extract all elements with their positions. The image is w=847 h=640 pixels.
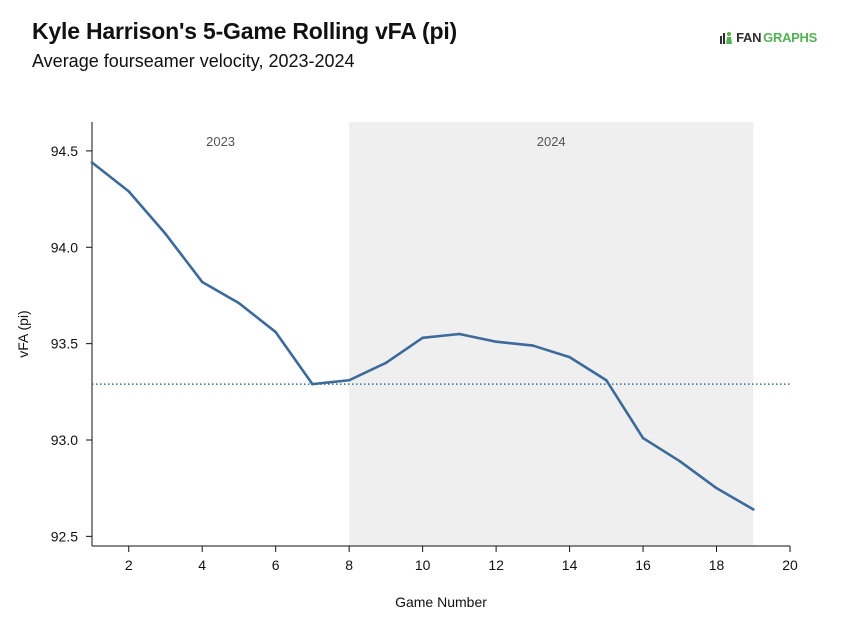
series-point [421, 336, 424, 340]
x-tick-label: 4 [198, 557, 206, 573]
series-point [347, 378, 351, 382]
x-tick-label: 18 [709, 557, 725, 573]
x-tick-label: 12 [488, 557, 504, 573]
y-tick-label: 94.5 [51, 143, 78, 159]
season-label-2024: 2024 [537, 134, 566, 149]
series-point [384, 361, 388, 365]
y-tick-label: 93.5 [51, 336, 78, 352]
series-point [641, 436, 645, 440]
series-point [715, 486, 718, 490]
series-point [237, 301, 241, 305]
series-point [90, 161, 94, 164]
x-tick-label: 16 [635, 557, 651, 573]
series-point [458, 332, 461, 336]
series-point [274, 330, 277, 334]
x-tick-label: 10 [415, 557, 431, 573]
y-axis-title: vFA (pi) [15, 310, 31, 357]
fangraphs-logo: FAN GRAPHS [720, 30, 817, 45]
series-point [568, 355, 571, 359]
series-point [751, 508, 755, 511]
x-tick-label: 2 [125, 557, 133, 573]
y-tick-label: 94.0 [51, 239, 78, 255]
x-tick-label: 6 [272, 557, 280, 573]
series-point [311, 382, 314, 386]
season-label-2023: 2023 [206, 134, 235, 149]
fangraphs-logo-fan: FAN [736, 30, 762, 45]
fangraphs-logo-graphs: GRAPHS [763, 30, 817, 45]
series-point [678, 459, 682, 463]
x-tick-label: 20 [782, 557, 798, 573]
series-point [494, 340, 498, 344]
chart-title: Kyle Harrison's 5-Game Rolling vFA (pi) [32, 18, 457, 44]
series-point [605, 378, 608, 382]
y-tick-label: 93.0 [51, 432, 78, 448]
x-tick-label: 14 [562, 557, 578, 573]
series-point [531, 344, 535, 347]
series-point [164, 232, 167, 236]
y-tick-label: 92.5 [51, 528, 78, 544]
series-point [127, 190, 131, 193]
series-point [200, 280, 204, 284]
fangraphs-logo-icon [720, 32, 733, 44]
x-tick-label: 8 [345, 557, 353, 573]
season-band-2024 [349, 122, 754, 546]
x-axis-title: Game Number [395, 594, 487, 610]
chart-subtitle: Average fourseamer velocity, 2023-2024 [32, 51, 355, 71]
